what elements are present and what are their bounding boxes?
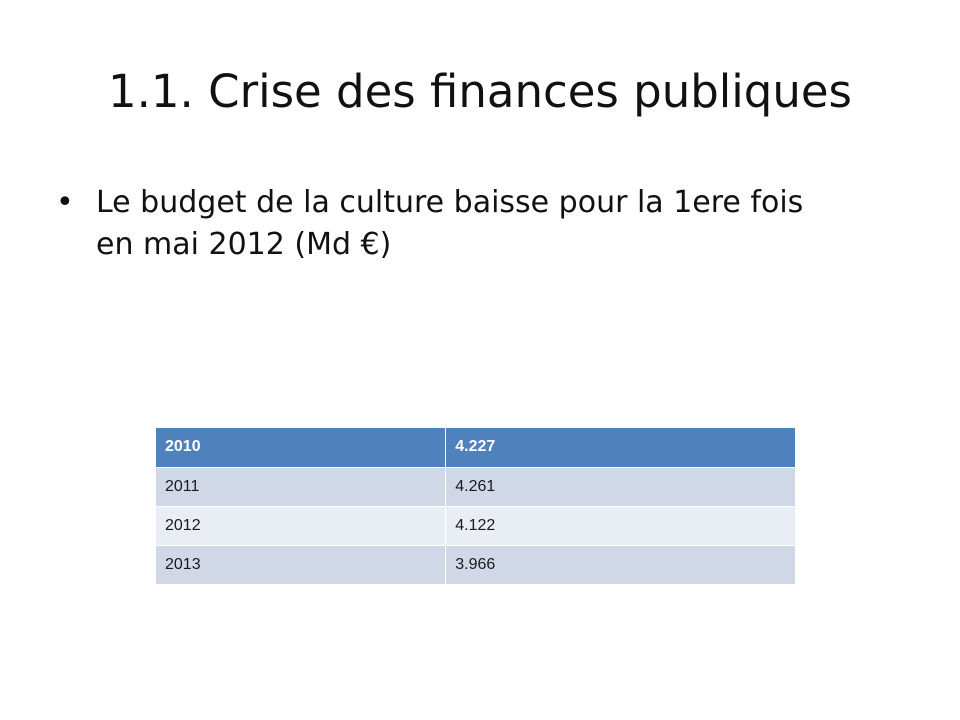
table-cell-year: 2010 (156, 428, 447, 468)
table-cell-value: 4.261 (445, 467, 796, 507)
bullet-item: • Le budget de la culture baisse pour la… (56, 182, 916, 266)
table-cell-value: 4.122 (445, 506, 796, 546)
bullet-text-line-2: en mai 2012 (Md €) (96, 227, 392, 262)
table-cell-value: 3.966 (445, 545, 796, 585)
bullet-list: • Le budget de la culture baisse pour la… (56, 182, 916, 266)
table-cell-year: 2012 (156, 506, 447, 546)
budget-table: 2010 4.227 2011 4.261 2012 4.122 2013 3.… (156, 428, 796, 585)
table-row: 2012 4.122 (156, 506, 796, 546)
table-cell-year: 2011 (156, 467, 447, 507)
table-cell-value: 4.227 (445, 428, 796, 468)
table-row: 2013 3.966 (156, 545, 796, 585)
slide-title: 1.1. Crise des finances publiques (107, 65, 853, 118)
bullet-text: Le budget de la culture baisse pour la 1… (96, 182, 876, 266)
bullet-dot-icon: • (56, 185, 74, 220)
table-cell-year: 2013 (156, 545, 447, 585)
bullet-text-line-1: Le budget de la culture baisse pour la 1… (96, 185, 804, 220)
table-header-row: 2010 4.227 (156, 428, 796, 468)
table-row: 2011 4.261 (156, 467, 796, 507)
